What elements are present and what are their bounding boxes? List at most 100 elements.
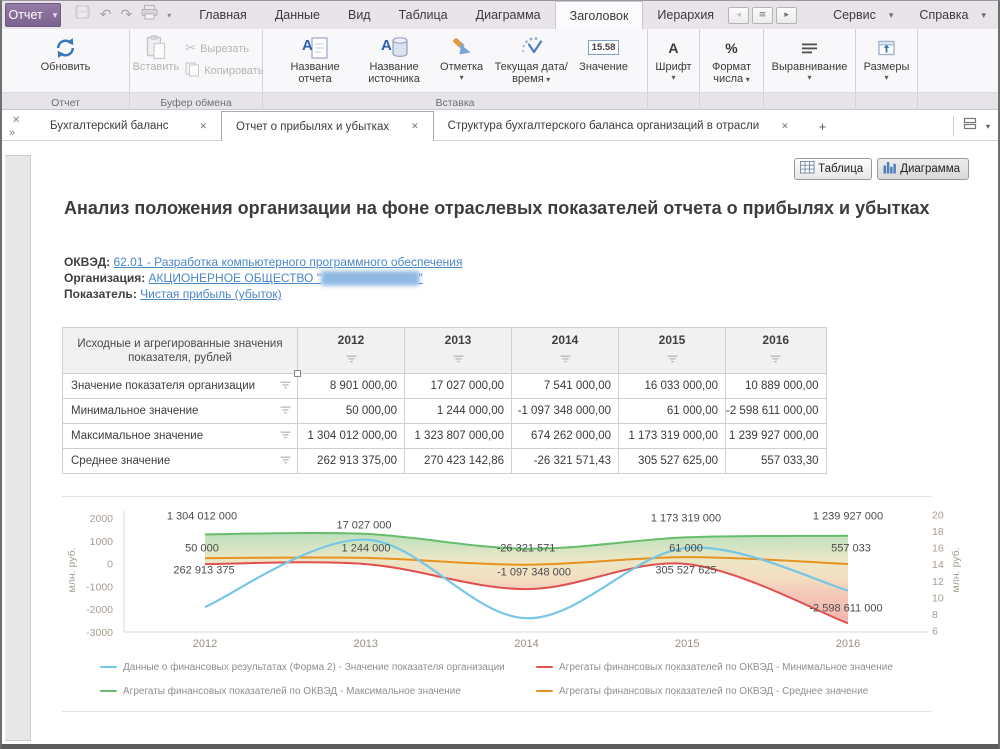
table-cell[interactable]: 1 239 927 000,00 [725, 423, 827, 449]
row-header-0[interactable]: Значение показателя организации [62, 373, 298, 399]
report-meta: ОКВЭД: 62.01 - Разработка компьютерного … [64, 254, 462, 302]
table-cell[interactable]: -26 321 571,43 [511, 448, 619, 474]
chart-view-button[interactable]: Диаграмма [877, 158, 969, 180]
column-header-2013[interactable]: 2013 [404, 327, 512, 374]
table-cell[interactable]: 10 889 000,00 [725, 373, 827, 399]
ribbon-tab-вид[interactable]: Вид [347, 8, 371, 22]
ribbon-button-sizes[interactable]: Размеры ▾ [860, 32, 914, 82]
ribbon-button-label: Вставить [132, 61, 180, 73]
table-cell[interactable]: 61 000,00 [618, 398, 726, 424]
meta-link[interactable]: 62.01 - Разработка компьютерного програм… [113, 255, 463, 269]
close-panel-icon[interactable]: ✕ [12, 115, 21, 126]
table-cell[interactable]: -1 097 348 000,00 [511, 398, 619, 424]
ribbon-button-number-format[interactable]: % Формат числа ▾ [701, 32, 763, 86]
ribbon-tab-главная[interactable]: Главная [199, 8, 247, 22]
filter-icon[interactable] [453, 350, 464, 368]
doc-tab-2[interactable]: Структура бухгалтерского баланса организ… [434, 111, 803, 141]
org-name-redacted: █████████████ [320, 271, 420, 285]
ribbon-button-source-name[interactable]: A Название источника [354, 32, 434, 85]
add-tab-button[interactable]: + [818, 118, 827, 134]
table-cell[interactable]: 557 033,30 [725, 448, 827, 474]
chevron-down-icon[interactable]: ▾ [167, 10, 172, 20]
ribbon-button-cut[interactable]: ✂ Вырезать [185, 41, 263, 56]
row-header-label: Максимальное значение [71, 430, 204, 442]
close-tab-icon[interactable]: ✕ [411, 121, 419, 131]
split-view-icon[interactable] [963, 117, 977, 135]
ribbon-tab-заголовок[interactable]: Заголовок [554, 1, 644, 29]
ribbon-button-copy[interactable]: Копировать [185, 62, 263, 80]
nav-menu-icon[interactable]: ≡ [752, 6, 774, 24]
filter-icon[interactable] [346, 350, 357, 368]
close-tab-icon[interactable]: ✕ [781, 120, 789, 131]
filter-icon[interactable] [280, 405, 291, 417]
ribbon-button-mark[interactable]: Отметка ▾ [436, 32, 487, 82]
table-cell[interactable]: 262 913 375,00 [297, 448, 405, 474]
table-cell[interactable]: 7 541 000,00 [511, 373, 619, 399]
ribbon-group-Отчет: Обновить Отчет [2, 29, 130, 110]
ribbon-button-paste[interactable]: Вставить [129, 32, 184, 73]
collapsed-side-panel[interactable] [5, 155, 31, 741]
table-cell[interactable]: 1 173 319 000,00 [618, 423, 726, 449]
ribbon-button-alignment[interactable]: Выравнивание ▾ [768, 32, 852, 82]
svg-text:-1 097 348 000: -1 097 348 000 [497, 567, 571, 579]
ribbon-button-datetime[interactable]: Текущая дата/время ▾ [489, 32, 573, 86]
org-name-suffix: " [418, 271, 423, 285]
meta-line-0: ОКВЭД: 62.01 - Разработка компьютерного … [64, 254, 462, 270]
filter-icon[interactable] [280, 455, 291, 467]
ribbon-tab-диаграмма[interactable]: Диаграмма [475, 8, 541, 22]
table-cell[interactable]: 270 423 142,86 [404, 448, 512, 474]
table-view-button[interactable]: Таблица [794, 158, 873, 180]
table-cell[interactable]: -2 598 611 000,00 [725, 398, 827, 424]
nav-left-icon[interactable]: ◂ [728, 6, 750, 24]
table-cell[interactable]: 674 262 000,00 [511, 423, 619, 449]
ribbon-button-label: Размеры [863, 61, 910, 73]
column-header-2016[interactable]: 2016 [725, 327, 827, 374]
column-header-2015[interactable]: 2015 [618, 327, 726, 374]
ribbon-button-font[interactable]: A Шрифт ▾ [651, 32, 695, 82]
svg-text:10: 10 [932, 592, 944, 604]
close-tab-icon[interactable]: ✕ [199, 120, 207, 131]
filter-icon[interactable] [770, 350, 781, 368]
table-cell[interactable]: 8 901 000,00 [297, 373, 405, 399]
ribbon-tab-таблица[interactable]: Таблица [398, 8, 448, 22]
filter-icon[interactable] [280, 380, 291, 392]
table-cell[interactable]: 1 304 012 000,00 [297, 423, 405, 449]
ribbon-button-value[interactable]: 15.58 Значение [575, 32, 632, 73]
svg-text:1 239 927 000: 1 239 927 000 [813, 511, 883, 523]
report-menu-button[interactable]: Отчет ▾ [5, 3, 61, 27]
table-cell[interactable]: 17 027 000,00 [404, 373, 512, 399]
ribbon-tab-иерархия[interactable]: Иерархия [657, 8, 715, 22]
table-cell[interactable]: 305 527 625,00 [618, 448, 726, 474]
save-icon[interactable] [75, 5, 91, 25]
row-header-2[interactable]: Максимальное значение [62, 423, 298, 449]
doc-tab-0[interactable]: Бухгалтерский баланс ✕ [36, 111, 221, 141]
table-corner-header[interactable]: Исходные и агрегированные значения показ… [62, 327, 302, 378]
legend-marker [536, 689, 553, 693]
filter-icon[interactable] [280, 430, 291, 442]
chevron-down-icon[interactable]: ▾ [985, 121, 990, 131]
menu-help[interactable]: Справка ▾ [919, 8, 986, 22]
print-icon[interactable] [141, 5, 158, 25]
table-cell[interactable]: 16 033 000,00 [618, 373, 726, 399]
filter-icon[interactable] [667, 350, 678, 368]
ribbon-button-refresh[interactable]: Обновить [37, 32, 95, 73]
ribbon-tab-данные[interactable]: Данные [274, 8, 320, 22]
meta-link[interactable]: Чистая прибыль (убыток) [140, 287, 282, 301]
filter-icon[interactable] [560, 350, 571, 368]
menu-service[interactable]: Сервис ▾ [833, 8, 893, 22]
column-header-2014[interactable]: 2014 [511, 327, 619, 374]
table-cell[interactable]: 1 323 807 000,00 [404, 423, 512, 449]
report-menu-label: Отчет [8, 8, 43, 22]
row-header-3[interactable]: Среднее значение [62, 448, 298, 474]
ribbon-button-report-name[interactable]: A Название отчета [278, 32, 352, 85]
meta-link[interactable]: АКЦИОНЕРНОЕ ОБЩЕСТВО "█████████████" [149, 271, 423, 285]
expand-panel-icon[interactable]: » [9, 127, 16, 139]
doc-tab-1[interactable]: Отчет о прибылях и убытках ✕ [221, 111, 434, 142]
undo-icon[interactable]: ↶ [99, 7, 112, 23]
row-header-1[interactable]: Минимальное значение [62, 398, 298, 424]
table-cell[interactable]: 50 000,00 [297, 398, 405, 424]
table-cell[interactable]: 1 244 000,00 [404, 398, 512, 424]
redo-icon[interactable]: ↷ [120, 7, 133, 23]
nav-right-icon[interactable]: ▸ [776, 6, 798, 24]
column-header-2012[interactable]: 2012 [297, 327, 405, 374]
